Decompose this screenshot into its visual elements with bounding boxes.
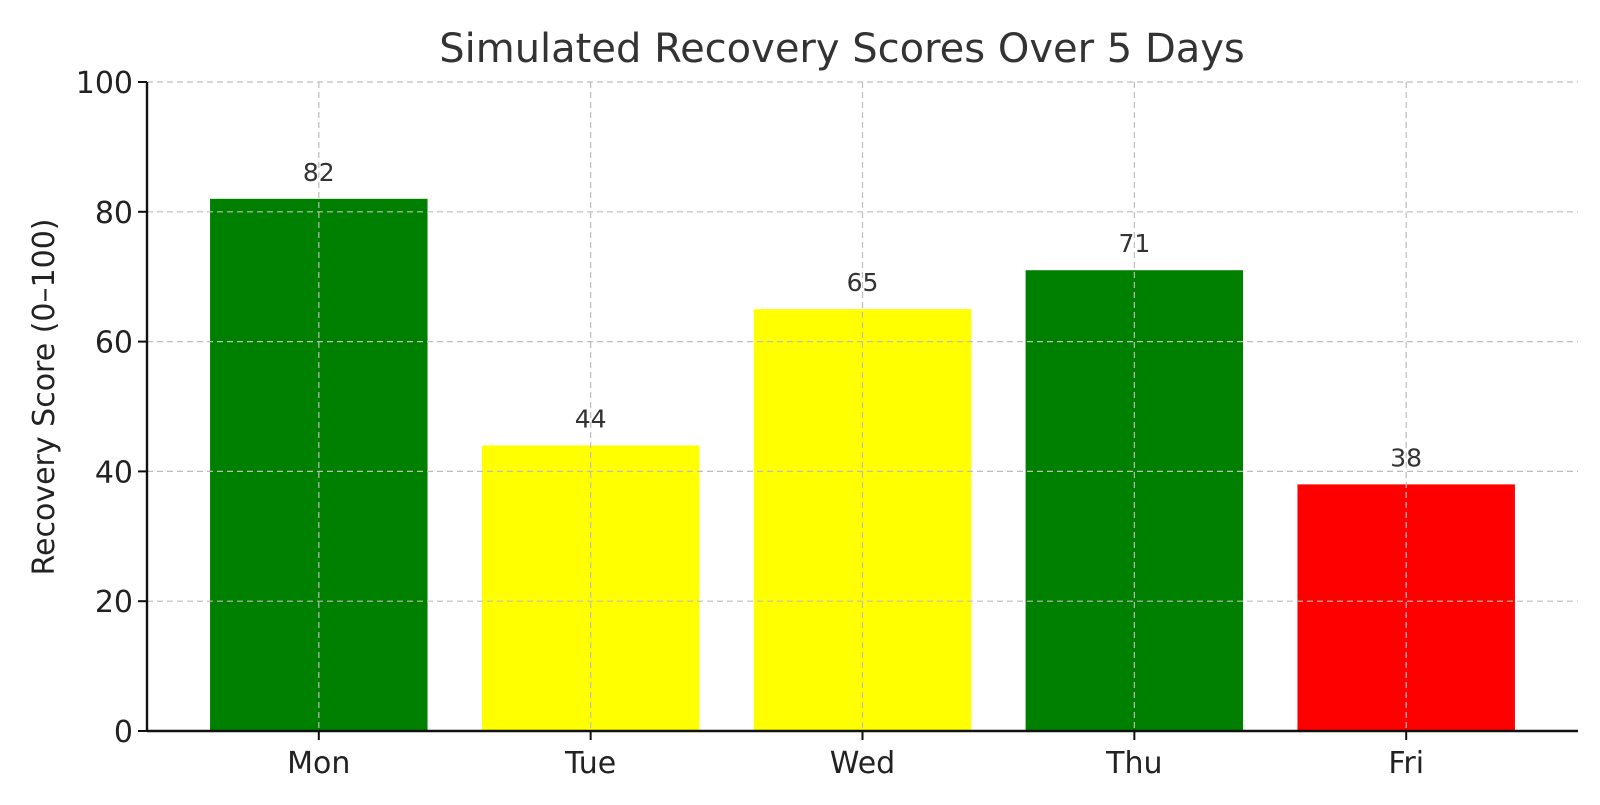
y-tick-label: 100	[76, 66, 133, 101]
y-axis-title: Recovery Score (0–100)	[27, 219, 62, 576]
bar-value-label: 44	[575, 404, 607, 433]
chart-title: Simulated Recovery Scores Over 5 Days	[439, 26, 1245, 72]
y-tick-label: 0	[114, 715, 133, 750]
x-tick-label: Wed	[830, 746, 895, 781]
axes-layer	[138, 81, 1578, 740]
bar-wed	[753, 309, 972, 731]
x-tick-label: Mon	[287, 746, 350, 781]
bar-value-label: 38	[1390, 443, 1422, 472]
bar-tue	[481, 445, 700, 731]
y-tick-label: 20	[95, 585, 133, 620]
y-tick-label: 60	[95, 326, 133, 361]
y-tick-label: 40	[95, 455, 133, 490]
x-tick-label: Tue	[564, 746, 616, 781]
bar-value-label: 71	[1118, 229, 1150, 258]
x-tick-label: Fri	[1388, 746, 1424, 781]
bar-value-label: 82	[303, 158, 335, 187]
y-tick-label: 80	[95, 196, 133, 231]
x-tick-label: Thu	[1105, 746, 1162, 781]
bar-value-label: 65	[847, 268, 879, 297]
bar-thu	[1025, 270, 1244, 731]
labels-layer: 0 20 40 60 80 100 82 44 65 71 38 Mon Tue Wed Thu Fri	[76, 66, 1424, 781]
